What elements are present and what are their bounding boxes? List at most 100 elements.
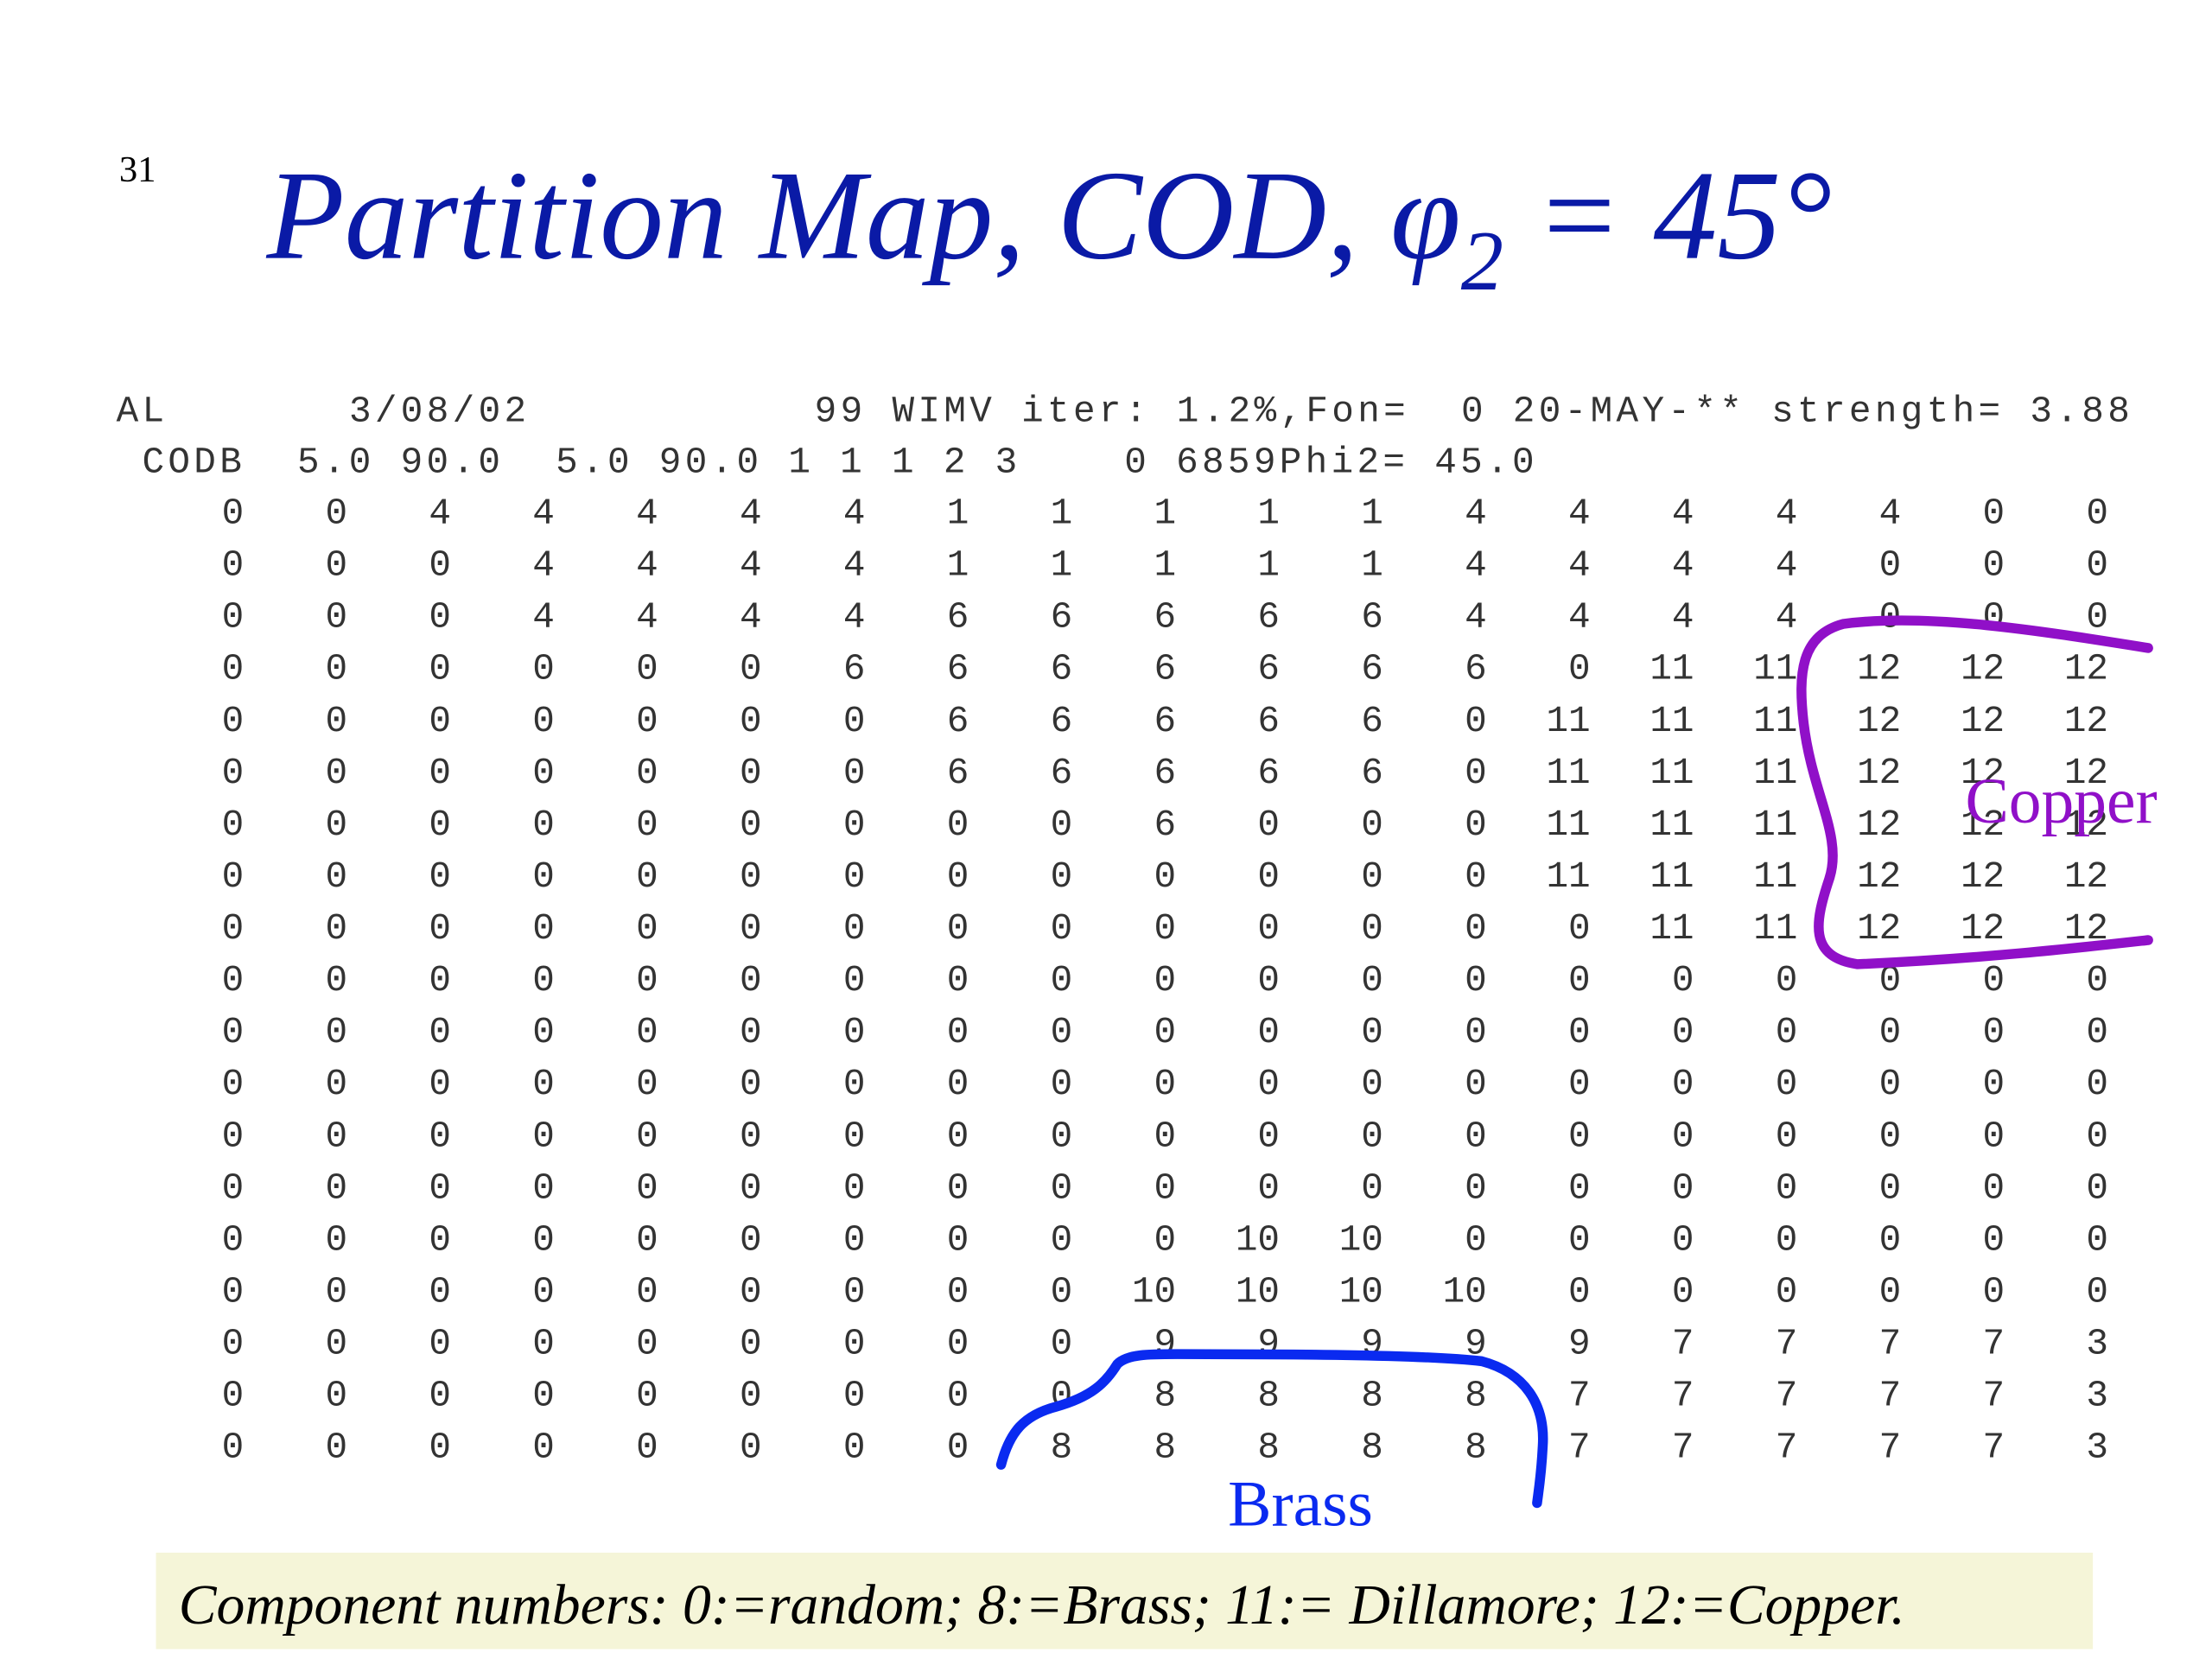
grid-cell: 12 <box>2064 648 2108 690</box>
grid-cell: 0 <box>429 596 451 639</box>
grid-cell: 0 <box>1776 1218 1798 1261</box>
grid-cell: 0 <box>636 648 658 690</box>
grid-cell: 8 <box>1154 1375 1177 1417</box>
grid-cell: 6 <box>1257 700 1280 742</box>
grid-cell: 0 <box>326 1063 348 1105</box>
grid-cell: 0 <box>326 1115 348 1157</box>
grid-cell: 0 <box>326 544 348 587</box>
grid-cell: 4 <box>532 493 555 535</box>
grid-cell: 0 <box>1568 1218 1591 1261</box>
grid-cell: 0 <box>222 700 245 742</box>
grid-cell: 0 <box>326 1270 348 1313</box>
grid-cell: 4 <box>1672 493 1694 535</box>
grid-cell: 9 <box>1568 1323 1591 1365</box>
grid-cell: 4 <box>1776 493 1798 535</box>
grid-cell: 0 <box>636 1011 658 1053</box>
grid-cell: 0 <box>1465 1115 1487 1157</box>
grid-cell: 4 <box>636 596 658 639</box>
grid-cell: 0 <box>429 1218 451 1261</box>
grid-cell: 11 <box>1753 648 1797 690</box>
grid-cell: 11 <box>1753 700 1797 742</box>
grid-cell: 6 <box>947 752 969 794</box>
grid-cell: 0 <box>1361 907 1383 950</box>
grid-cell: 11 <box>1649 907 1694 950</box>
grid-cell: 7 <box>1879 1323 1902 1365</box>
grid-cell: 0 <box>1776 1063 1798 1105</box>
grid-cell: 0 <box>326 855 348 898</box>
grid-cell: 0 <box>222 1323 245 1365</box>
grid-cell: 0 <box>843 1270 866 1313</box>
grid-cell: 1 <box>1051 493 1073 535</box>
grid-cell: 10 <box>1339 1218 1383 1261</box>
grid-cell: 1 <box>1361 493 1383 535</box>
grid-cell: 0 <box>740 648 762 690</box>
grid-cell: 0 <box>947 1011 969 1053</box>
footer-box <box>156 1552 2094 1649</box>
header-line: CODB 5.0 90.0 5.0 90.0 1 1 1 2 3 0 6859P… <box>117 441 1535 483</box>
grid-cell: 0 <box>222 596 245 639</box>
grid-cell: 0 <box>843 1011 866 1053</box>
grid-cell: 0 <box>222 1375 245 1417</box>
grid-cell: 0 <box>222 648 245 690</box>
grid-cell: 0 <box>1465 700 1487 742</box>
grid-cell: 4 <box>429 493 451 535</box>
grid-cell: 4 <box>1465 493 1487 535</box>
grid-cell: 0 <box>740 855 762 898</box>
grid-cell: 4 <box>1776 544 1798 587</box>
grid-cell: 0 <box>1672 1218 1694 1261</box>
grid-cell: 0 <box>1465 1063 1487 1105</box>
grid-cell: 0 <box>1257 959 1280 1001</box>
grid-cell: 0 <box>2086 1166 2108 1209</box>
grid-cell: 4 <box>1568 596 1591 639</box>
grid-cell: 0 <box>429 1166 451 1209</box>
grid-cell: 0 <box>1361 804 1383 846</box>
grid-cell: 7 <box>1983 1427 2005 1469</box>
grid-cell: 0 <box>429 648 451 690</box>
grid-cell: 0 <box>947 1063 969 1105</box>
grid-cell: 0 <box>947 1166 969 1209</box>
grid-cell: 0 <box>222 752 245 794</box>
grid-cell: 12 <box>2064 855 2108 898</box>
grid-cell: 0 <box>1568 1166 1591 1209</box>
grid-cell: 0 <box>843 1166 866 1209</box>
grid-cell: 11 <box>1546 700 1590 742</box>
grid-cell: 0 <box>636 855 658 898</box>
grid-cell: 0 <box>326 907 348 950</box>
copper-bracket <box>1796 615 2153 969</box>
grid-cell: 0 <box>429 907 451 950</box>
grid-cell: 0 <box>636 1375 658 1417</box>
grid-cell: 0 <box>222 1270 245 1313</box>
grid-cell: 0 <box>1879 544 1902 587</box>
grid-cell: 6 <box>1154 700 1177 742</box>
grid-cell: 11 <box>1546 855 1590 898</box>
grid-cell: 0 <box>429 544 451 587</box>
grid-cell: 1 <box>947 493 969 535</box>
grid-cell: 6 <box>1361 752 1383 794</box>
grid-cell: 0 <box>326 648 348 690</box>
grid-cell: 0 <box>740 1166 762 1209</box>
grid-cell: 0 <box>1465 1166 1487 1209</box>
grid-cell: 0 <box>636 907 658 950</box>
grid-cell: 0 <box>636 1270 658 1313</box>
grid-cell: 4 <box>740 493 762 535</box>
grid-cell: 0 <box>1983 1270 2005 1313</box>
grid-cell: 3 <box>2086 1323 2108 1365</box>
grid-cell: 0 <box>1672 1166 1694 1209</box>
grid-cell: 0 <box>1361 1115 1383 1157</box>
grid-cell: 0 <box>740 1270 762 1313</box>
grid-cell: 11 <box>1649 752 1694 794</box>
grid-cell: 0 <box>636 804 658 846</box>
grid-cell: 12 <box>1961 804 2005 846</box>
grid-cell: 4 <box>740 544 762 587</box>
grid-cell: 10 <box>1443 1270 1487 1313</box>
grid-cell: 4 <box>1568 544 1591 587</box>
grid-cell: 0 <box>1983 1166 2005 1209</box>
grid-cell: 0 <box>1672 959 1694 1001</box>
grid-cell: 0 <box>1465 959 1487 1001</box>
grid-cell: 6 <box>1154 804 1177 846</box>
grid-cell: 0 <box>222 804 245 846</box>
grid-cell: 8 <box>1154 1427 1177 1469</box>
grid-cell: 0 <box>429 1270 451 1313</box>
grid-cell: 0 <box>532 1011 555 1053</box>
